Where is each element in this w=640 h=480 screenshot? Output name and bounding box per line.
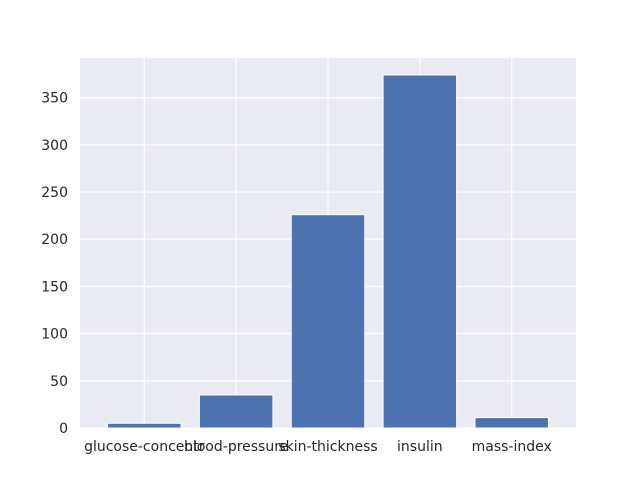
x-tick-label: mass-index [472,439,552,455]
y-axis: 0 50 100 150 200 250 300 350 [41,91,68,437]
bar-blood-pressure [198,394,274,429]
bars [107,74,549,429]
y-tick-label: 300 [41,138,68,154]
bar-skin-thickness [290,214,366,429]
x-tick-label: skin-thickness [278,439,377,455]
x-axis: glucose-concentrblood-pressureskin-thick… [84,439,552,455]
y-tick-label: 250 [41,185,68,201]
bar-glucose-concentr [107,422,182,429]
x-tick-label: insulin [397,439,443,455]
bar-mass-index [474,417,549,429]
y-tick-label: 50 [50,374,68,390]
x-tick-label: glucose-concentr [84,439,205,455]
y-tick-label: 350 [41,91,68,107]
bar-insulin [382,74,458,429]
y-tick-label: 100 [41,327,68,343]
y-tick-label: 150 [41,279,68,295]
x-tick-label: blood-pressure [184,439,288,455]
y-tick-label: 200 [41,232,68,248]
y-tick-label: 0 [59,421,68,437]
